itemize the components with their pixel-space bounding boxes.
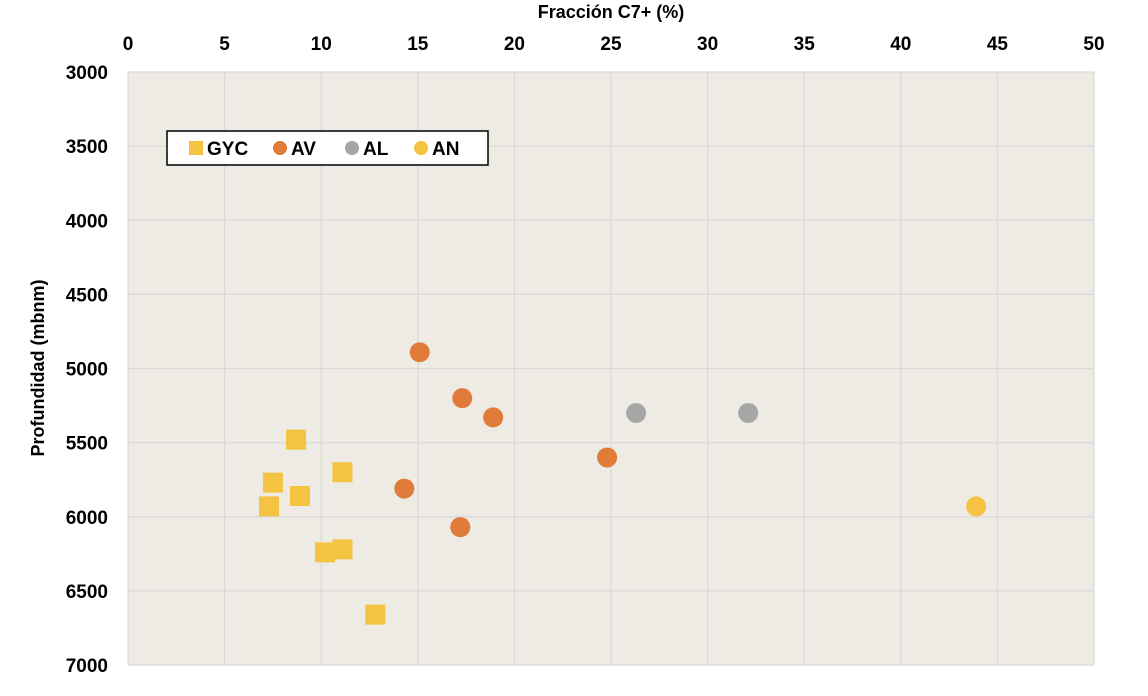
y-tick-label: 6500 (66, 582, 108, 603)
point-gyc (332, 462, 353, 483)
x-tick-label: 45 (987, 34, 1009, 55)
x-tick-label: 35 (794, 34, 816, 55)
x-tick-label: 10 (311, 34, 332, 55)
point-gyc (289, 485, 310, 506)
legend: GYC AV AL AN (166, 130, 489, 166)
legend-label-av: AV (291, 139, 316, 160)
y-tick-label: 6000 (66, 508, 108, 529)
legend-label-gyc: GYC (207, 139, 248, 160)
point-an (966, 496, 987, 517)
legend-marker-av (273, 141, 287, 155)
point-gyc (365, 604, 386, 625)
point-al (738, 402, 759, 423)
plot-frame (127, 71, 1095, 666)
x-tick-label: 40 (890, 34, 911, 55)
y-tick-label: 3000 (66, 63, 108, 84)
y-tick-label: 5500 (66, 434, 108, 455)
legend-label-an: AN (432, 139, 459, 160)
x-tick-labels: 0 5 10 15 20 25 30 35 40 45 50 (123, 34, 1105, 55)
y-tick-label: 5000 (66, 360, 108, 381)
point-av (394, 478, 415, 499)
y-tick-labels: 3000 3500 4000 4500 5000 5500 6000 6500 7000 (66, 63, 108, 677)
x-tick-label: 0 (123, 34, 134, 55)
x-tick-label: 50 (1083, 34, 1104, 55)
legend-marker-an (414, 141, 428, 155)
legend-marker-al (345, 141, 359, 155)
y-tick-label: 3500 (66, 137, 108, 158)
point-gyc (332, 539, 353, 560)
point-gyc (262, 472, 283, 493)
point-al (626, 402, 647, 423)
legend-box (166, 130, 489, 166)
x-tick-label: 25 (600, 34, 622, 55)
point-av (597, 447, 618, 468)
point-gyc (286, 429, 307, 450)
point-gyc (259, 496, 280, 517)
point-av (450, 517, 471, 538)
y-tick-label: 4500 (66, 285, 108, 306)
point-av (483, 407, 504, 428)
point-av (409, 342, 430, 363)
y-tick-label: 7000 (66, 656, 108, 677)
x-tick-label: 30 (697, 34, 718, 55)
point-gyc (315, 542, 336, 563)
y-axis-title: Profundidad (mbnm) (28, 280, 48, 457)
point-av (452, 388, 473, 409)
x-tick-label: 20 (504, 34, 525, 55)
data-points (259, 342, 987, 625)
x-axis-title: Fracción C7+ (%) (538, 2, 685, 22)
y-tick-label: 4000 (66, 211, 108, 232)
legend-label-al: AL (363, 139, 389, 160)
legend-marker-gyc (189, 141, 203, 155)
x-tick-label: 5 (219, 34, 230, 55)
x-tick-label: 15 (407, 34, 429, 55)
